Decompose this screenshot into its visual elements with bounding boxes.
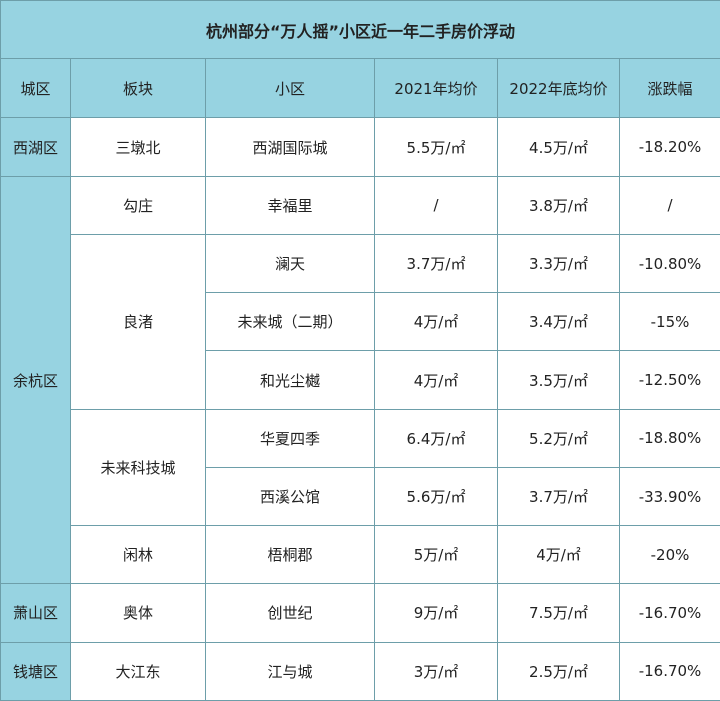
table-row: 钱塘区 大江东 江与城 3万/㎡ 2.5万/㎡ -16.70%	[0, 641, 720, 701]
table-row: 西溪公馆 5.6万/㎡ 3.7万/㎡ -33.90%	[1, 466, 720, 527]
column-header: 小区	[205, 58, 375, 119]
price-2022-end: 4万/㎡	[497, 525, 620, 585]
change: -16.70%	[618, 583, 720, 643]
column-header: 2022年底均价	[497, 58, 620, 119]
price-2022-end: 3.8万/㎡	[497, 175, 620, 235]
table-row: 西湖区 三墩北 西湖国际城 5.5万/㎡ 4.5万/㎡ -18.20%	[0, 117, 720, 177]
sector: 未来科技城	[70, 408, 206, 527]
table-row: 萧山区 奥体 创世纪 9万/㎡ 7.5万/㎡ -16.70%	[0, 583, 720, 643]
table-title: 杭州部分“万人摇”小区近一年二手房价浮动	[0, 0, 720, 60]
price-2021: 3万/㎡	[374, 641, 498, 701]
price-2022-end: 3.4万/㎡	[497, 292, 620, 352]
price-2021: 4万/㎡	[374, 350, 498, 410]
table-row: 闲林 梧桐郡 5万/㎡ 4万/㎡ -20%	[1, 525, 720, 585]
district: 萧山区	[0, 583, 71, 643]
sector: 三墩北	[70, 117, 206, 177]
change: -33.90%	[618, 466, 720, 527]
change: -10.80%	[618, 233, 720, 294]
column-header: 涨跌幅	[618, 58, 720, 119]
community: 华夏四季	[205, 408, 375, 468]
price-2022-end: 3.7万/㎡	[497, 466, 620, 527]
price-2021: 5.6万/㎡	[374, 466, 498, 527]
price-2021: 4万/㎡	[374, 292, 498, 352]
district: 西湖区	[0, 117, 71, 177]
column-header: 2021年均价	[374, 58, 498, 119]
community: 西湖国际城	[205, 117, 375, 177]
price-2022-end: 3.3万/㎡	[497, 233, 620, 294]
sector: 奥体	[70, 583, 206, 643]
change: -18.80%	[618, 408, 720, 468]
change: -16.70%	[618, 641, 720, 701]
table-row: 未来科技城 华夏四季 6.4万/㎡ 5.2万/㎡ -18.80%	[1, 408, 720, 527]
price-2022-end: 3.5万/㎡	[497, 350, 620, 410]
sector: 闲林	[70, 525, 206, 585]
community: 和光尘樾	[205, 350, 375, 410]
change: -18.20%	[618, 117, 720, 177]
column-header: 板块	[70, 58, 206, 119]
sector: 勾庄	[70, 175, 206, 235]
change: -20%	[618, 525, 720, 585]
column-header: 城区	[0, 58, 71, 119]
change: -15%	[618, 292, 720, 352]
price-2022-end: 2.5万/㎡	[497, 641, 620, 701]
price-2021: 5.5万/㎡	[374, 117, 498, 177]
price-2021: 6.4万/㎡	[374, 408, 498, 468]
community: 创世纪	[205, 583, 375, 643]
sector: 良渚	[70, 233, 206, 410]
community: 江与城	[205, 641, 375, 701]
price-2021: 3.7万/㎡	[374, 233, 498, 294]
community: 梧桐郡	[205, 525, 375, 585]
table-row: 和光尘樾 4万/㎡ 3.5万/㎡ -12.50%	[1, 350, 720, 410]
table-row: 余杭区 勾庄 幸福里/3.8万/㎡ /	[0, 175, 720, 585]
price-2022-end: 7.5万/㎡	[497, 583, 620, 643]
price-2021: 5万/㎡	[374, 525, 498, 585]
community: 西溪公馆	[205, 466, 375, 527]
price-2022-end: 5.2万/㎡	[497, 408, 620, 468]
community: 幸福里	[205, 175, 375, 235]
price-2021: 9万/㎡	[374, 583, 498, 643]
change: -12.50%	[618, 350, 720, 410]
district: 钱塘区	[0, 641, 71, 701]
price-2022-end: 4.5万/㎡	[497, 117, 620, 177]
change: /	[618, 175, 720, 235]
district: 余杭区	[0, 175, 71, 585]
community: 澜天	[205, 233, 375, 294]
table-row: 良渚 澜天 3.7万/㎡ 3.3万/㎡ -10.80%	[1, 233, 720, 410]
community: 未来城（二期）	[205, 292, 375, 352]
price-2021: /	[374, 175, 498, 235]
table-row: 未来城（二期） 4万/㎡ 3.4万/㎡ -15%	[1, 292, 720, 352]
sector: 大江东	[70, 641, 206, 701]
